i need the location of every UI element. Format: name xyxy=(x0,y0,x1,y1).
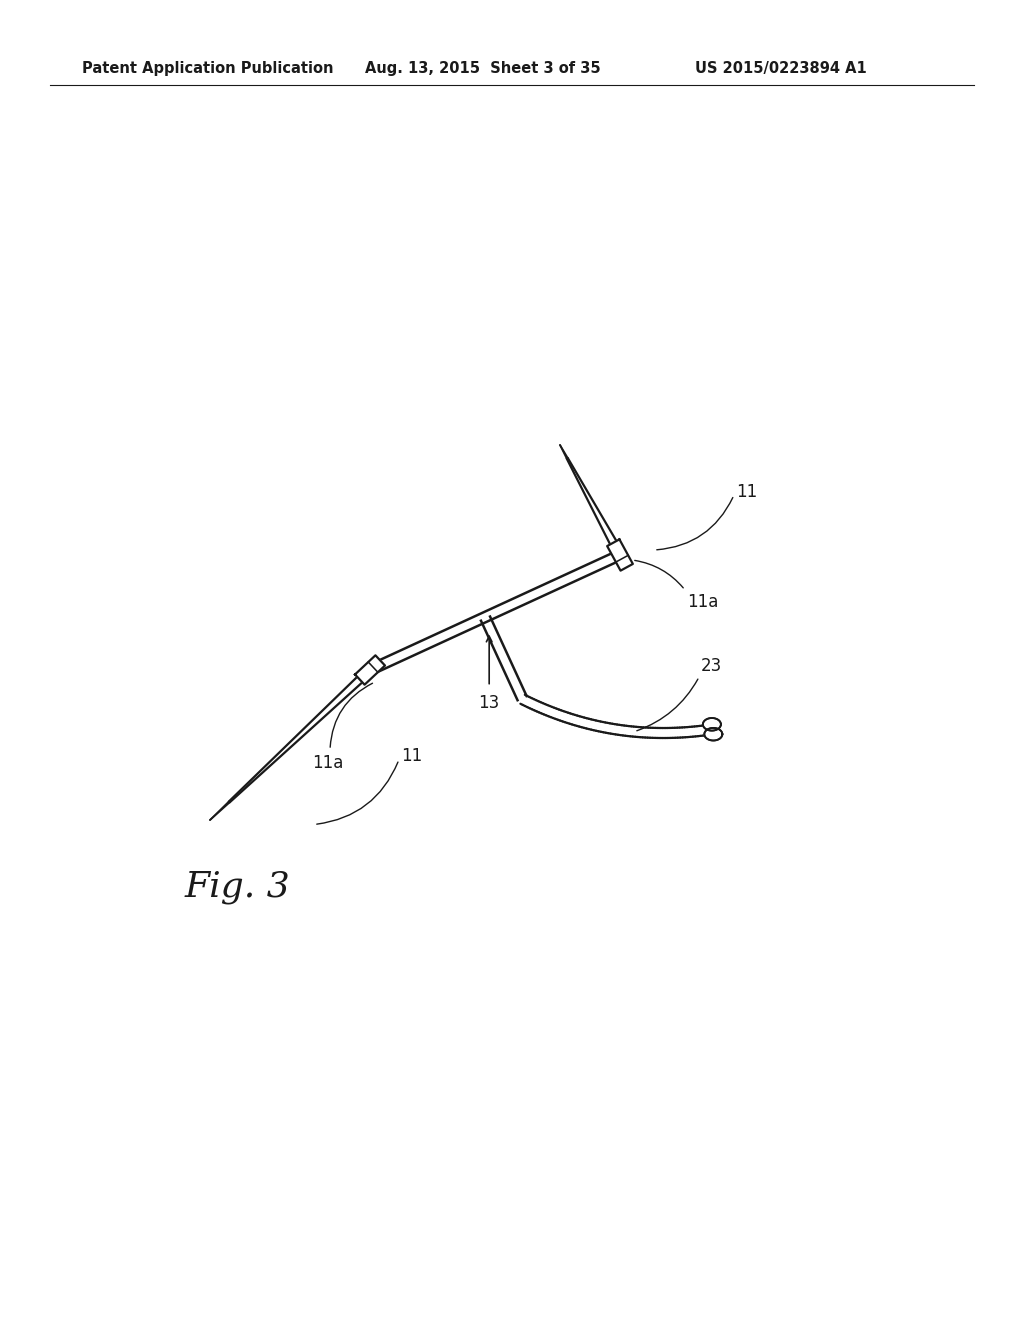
Text: Aug. 13, 2015  Sheet 3 of 35: Aug. 13, 2015 Sheet 3 of 35 xyxy=(365,61,601,75)
Text: Patent Application Publication: Patent Application Publication xyxy=(82,61,334,75)
Text: 11a: 11a xyxy=(312,754,344,772)
Text: US 2015/0223894 A1: US 2015/0223894 A1 xyxy=(695,61,866,75)
Text: 13: 13 xyxy=(478,693,500,711)
Polygon shape xyxy=(607,540,633,570)
Polygon shape xyxy=(355,655,385,685)
Text: 11: 11 xyxy=(401,747,422,764)
Text: Fig. 3: Fig. 3 xyxy=(185,870,291,904)
Polygon shape xyxy=(705,727,722,741)
Text: 11a: 11a xyxy=(687,593,719,611)
Text: 11: 11 xyxy=(736,483,758,502)
Polygon shape xyxy=(702,718,721,730)
Text: 23: 23 xyxy=(701,656,723,675)
